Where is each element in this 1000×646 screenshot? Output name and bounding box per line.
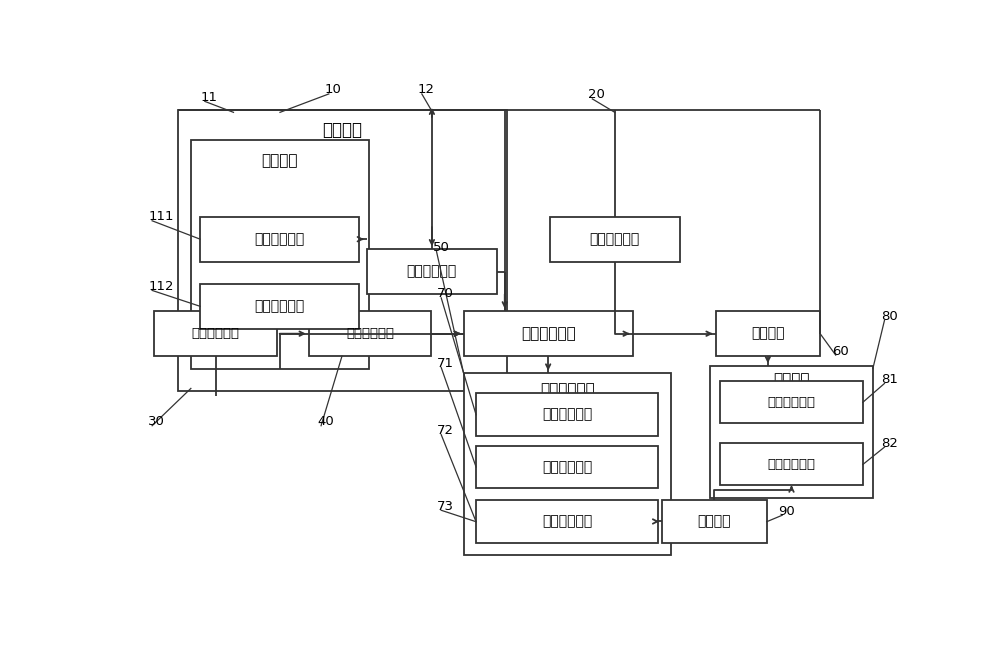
FancyBboxPatch shape [367,249,497,294]
Text: 12: 12 [418,83,435,96]
FancyBboxPatch shape [154,311,277,356]
Text: 111: 111 [148,211,174,224]
Text: 80: 80 [881,310,897,323]
FancyBboxPatch shape [550,217,680,262]
Text: 密码解锁单元: 密码解锁单元 [590,232,640,246]
Text: 60: 60 [832,344,849,358]
Text: 无线连接模块: 无线连接模块 [192,327,240,340]
FancyBboxPatch shape [476,446,658,488]
Text: 90: 90 [778,505,795,518]
Text: 计数单元: 计数单元 [751,327,785,340]
FancyBboxPatch shape [720,381,863,423]
Text: 50: 50 [433,241,450,254]
FancyBboxPatch shape [720,443,863,485]
Text: 灯光提示单元: 灯光提示单元 [768,458,816,471]
Text: 20: 20 [588,89,605,101]
Text: 11: 11 [201,91,218,104]
Text: 启动模块: 启动模块 [262,153,298,168]
Text: 车窗控制单元: 车窗控制单元 [542,460,592,474]
Text: 车灯控制单元: 车灯控制单元 [542,514,592,528]
FancyBboxPatch shape [464,373,671,555]
FancyBboxPatch shape [191,140,369,368]
Text: 车门控制单元: 车门控制单元 [542,408,592,422]
Text: 中央处理模块: 中央处理模块 [521,326,576,341]
Text: 声音提示单元: 声音提示单元 [768,395,816,408]
FancyBboxPatch shape [710,366,873,498]
FancyBboxPatch shape [464,311,633,356]
Text: 10: 10 [325,83,342,96]
Text: 30: 30 [148,415,165,428]
FancyBboxPatch shape [716,311,820,356]
FancyBboxPatch shape [476,500,658,543]
FancyBboxPatch shape [200,217,359,262]
Text: 73: 73 [437,500,454,513]
Text: 81: 81 [881,373,898,386]
FancyBboxPatch shape [476,393,658,435]
Text: 71: 71 [437,357,454,370]
Text: 人脸识别模块: 人脸识别模块 [407,264,457,278]
FancyBboxPatch shape [200,284,359,329]
Text: 安全系统: 安全系统 [322,121,362,138]
FancyBboxPatch shape [662,500,767,543]
Text: 指纹识别单元: 指纹识别单元 [254,232,305,246]
Text: 车身控制模块: 车身控制模块 [540,382,595,397]
Text: 反馈模块: 反馈模块 [698,514,731,528]
FancyBboxPatch shape [309,311,431,356]
Text: 指令控制模块: 指令控制模块 [346,327,394,340]
Text: 112: 112 [148,280,174,293]
Text: 72: 72 [437,424,454,437]
Text: 82: 82 [881,437,898,450]
Text: 70: 70 [437,287,454,300]
FancyBboxPatch shape [178,110,507,391]
Text: 40: 40 [317,415,334,428]
Text: 语音识别单元: 语音识别单元 [254,299,305,313]
Text: 报警模块: 报警模块 [773,371,810,387]
